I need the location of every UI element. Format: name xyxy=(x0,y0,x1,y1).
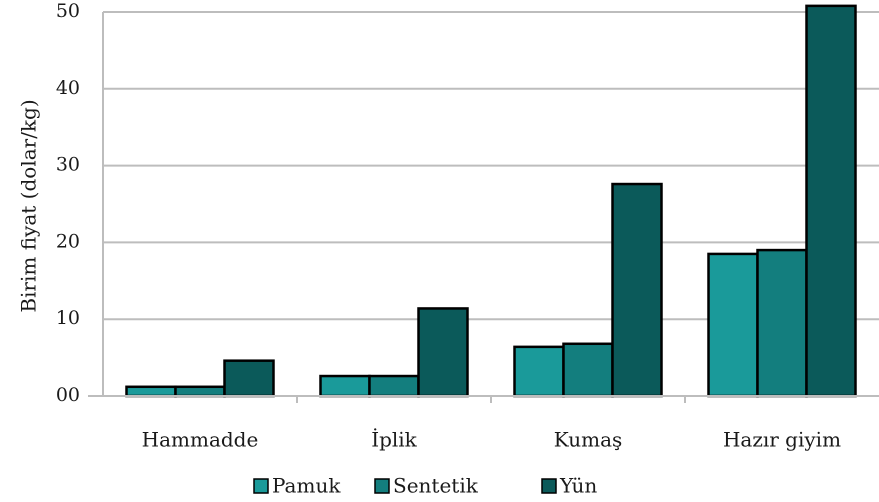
y-axis-title: Birim fiyat (dolar/kg) xyxy=(17,99,41,312)
legend-swatch xyxy=(374,478,390,494)
category-labels: Hammadde İplik Kumaş Hazır giyim xyxy=(142,428,841,452)
legend-swatch xyxy=(253,478,269,494)
bar-yün xyxy=(611,182,663,398)
bar-pamuk xyxy=(513,345,565,398)
y-tick-label: 00 xyxy=(56,384,80,406)
x-category-label: İplik xyxy=(371,428,417,452)
y-tick-label: 20 xyxy=(56,230,80,252)
legend-label: Pamuk xyxy=(272,474,341,498)
legend-swatch xyxy=(541,478,557,494)
bar-pamuk xyxy=(319,374,371,398)
y-tick-labels: 00 10 20 30 40 50 xyxy=(56,0,80,406)
legend-label: Sentetik xyxy=(393,474,479,498)
y-tick-label: 50 xyxy=(56,0,80,22)
legend-label: Yün xyxy=(559,474,597,498)
bar-yün xyxy=(223,359,275,398)
bar-yün xyxy=(417,307,469,398)
bar-yün xyxy=(805,4,857,398)
x-category-label: Kumaş xyxy=(554,428,623,452)
y-tick-label: 30 xyxy=(56,154,80,176)
x-category-label: Hazır giyim xyxy=(723,428,841,452)
axes xyxy=(88,12,879,403)
bar-pamuk xyxy=(125,385,177,398)
bars xyxy=(125,4,857,398)
bar-sentetik xyxy=(562,342,614,398)
legend: Pamuk Sentetik Yün xyxy=(253,474,597,498)
bar-pamuk xyxy=(707,252,759,398)
bar-sentetik xyxy=(174,385,226,398)
bar-sentetik xyxy=(756,248,808,398)
y-tick-label: 40 xyxy=(56,77,80,99)
x-category-label: Hammadde xyxy=(142,428,259,452)
bar-sentetik xyxy=(368,374,420,398)
y-tick-label: 10 xyxy=(56,307,80,329)
